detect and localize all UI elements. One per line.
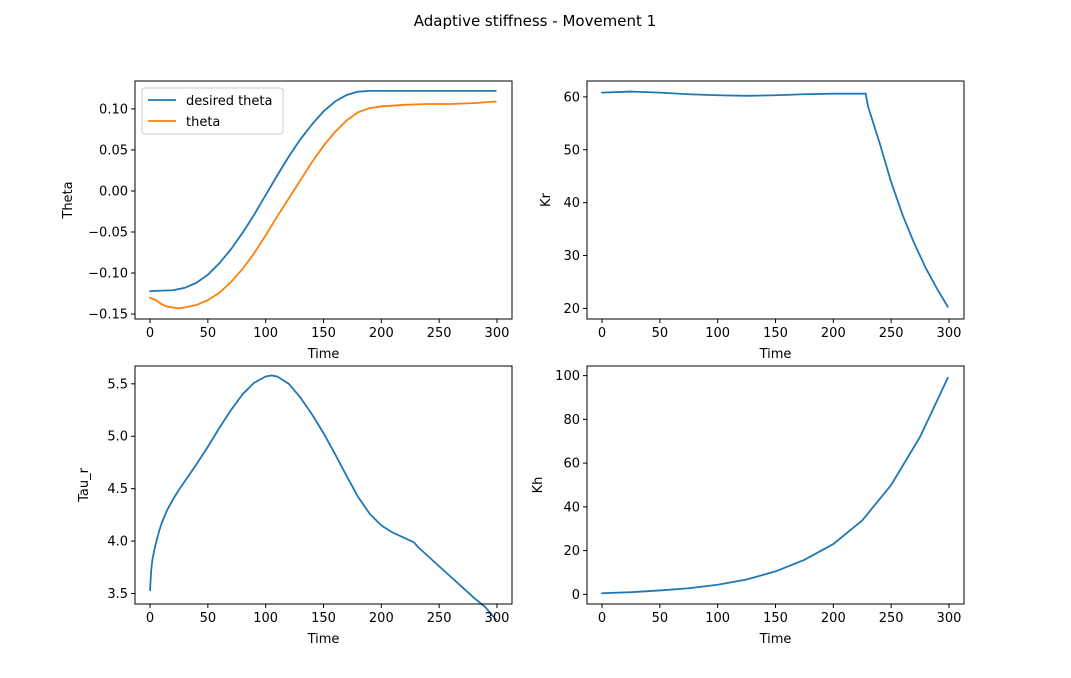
y-axis-label: Theta: [61, 181, 76, 219]
y-tick-label: 5.0: [107, 430, 128, 445]
x-tick-label: 0: [598, 326, 606, 341]
x-tick-label: 200: [821, 611, 846, 626]
y-tick-label: 60: [563, 457, 580, 472]
x-tick-label: 250: [427, 326, 452, 341]
x-tick-label: 100: [705, 326, 730, 341]
x-tick-label: 50: [652, 611, 669, 626]
y-tick-label: 4.5: [107, 482, 128, 497]
x-tick-label: 150: [763, 326, 788, 341]
x-tick-label: 250: [427, 611, 452, 626]
x-tick-label: 50: [652, 326, 669, 341]
figure-title: Adaptive stiffness - Movement 1: [414, 12, 656, 30]
x-tick-label: 0: [146, 611, 154, 626]
y-tick-label: 40: [563, 500, 580, 515]
y-tick-label: 50: [563, 143, 580, 158]
x-tick-label: 50: [200, 611, 217, 626]
x-tick-label: 200: [369, 611, 394, 626]
legend-label-desired-theta: desired theta: [186, 94, 272, 109]
series-line-kh: [601, 376, 949, 595]
y-tick-label: −0.15: [88, 308, 128, 323]
y-tick-label: 5.5: [107, 377, 128, 392]
x-tick-label: 50: [200, 326, 217, 341]
x-tick-label: 0: [146, 326, 154, 341]
y-tick-label: 20: [563, 302, 580, 317]
y-axis-label: Tau_r: [77, 467, 92, 502]
x-tick-label: 200: [369, 326, 394, 341]
series-line-kr: [601, 90, 949, 308]
series-line-theta: [149, 100, 497, 310]
subplot-kh: 0 50 100 150 200 250 300 0 20 40 60 80 100 Time Kh: [531, 365, 965, 647]
x-tick-label: 300: [485, 611, 510, 626]
x-tick-label: 100: [705, 611, 730, 626]
x-tick-label: 200: [821, 326, 846, 341]
x-axis-label: Time: [307, 347, 340, 362]
x-tick-label: 300: [485, 326, 510, 341]
subplot-kr: 0 50 100 150 200 250 300 20 30 40 50 60 Time Kr: [539, 80, 965, 362]
y-tick-label: 0.10: [99, 102, 128, 117]
y-tick-label: 80: [563, 413, 580, 428]
subplot-tau-r: 0 50 100 150 200 250 300 3.5 4.0 4.5 5.0 5.5 Time Tau…: [77, 365, 513, 647]
axes-frame: [586, 365, 965, 605]
x-tick-label: 100: [253, 326, 278, 341]
y-tick-label: 30: [563, 249, 580, 264]
x-axis-label: Time: [759, 632, 792, 647]
x-tick-label: 300: [937, 611, 962, 626]
y-tick-label: 20: [563, 544, 580, 559]
y-tick-label: 40: [563, 196, 580, 211]
y-axis-label: Kh: [531, 477, 546, 494]
y-tick-label: 60: [563, 90, 580, 105]
x-tick-label: 150: [311, 611, 336, 626]
x-tick-label: 300: [937, 326, 962, 341]
legend-label-theta: theta: [186, 115, 220, 130]
series-line-desired-theta: [149, 89, 497, 292]
y-tick-label: −0.10: [88, 267, 128, 282]
y-tick-label: −0.05: [88, 226, 128, 241]
y-tick-label: 4.0: [107, 535, 128, 550]
y-tick-label: 0.00: [99, 184, 128, 199]
y-tick-label: 0.05: [99, 143, 128, 158]
x-axis-label: Time: [307, 632, 340, 647]
x-tick-label: 250: [879, 326, 904, 341]
x-tick-label: 150: [311, 326, 336, 341]
x-tick-label: 150: [763, 611, 788, 626]
legend-frame: [141, 87, 284, 135]
x-axis-label: Time: [759, 347, 792, 362]
x-tick-label: 0: [598, 611, 606, 626]
legend: desired theta theta: [141, 87, 284, 135]
y-tick-label: 100: [555, 369, 580, 384]
y-tick-label: 3.5: [107, 587, 128, 602]
series-line-tau-r: [149, 374, 497, 621]
x-tick-label: 100: [253, 611, 278, 626]
axes-frame: [586, 80, 965, 320]
subplot-theta: 0 50 100 150 200 250 300 −0.15 −0.10 −0.05 0.00 0.0…: [61, 80, 513, 362]
y-axis-label: Kr: [539, 192, 554, 207]
axes-frame: [134, 365, 513, 605]
y-tick-label: 0: [572, 588, 580, 603]
x-tick-label: 250: [879, 611, 904, 626]
